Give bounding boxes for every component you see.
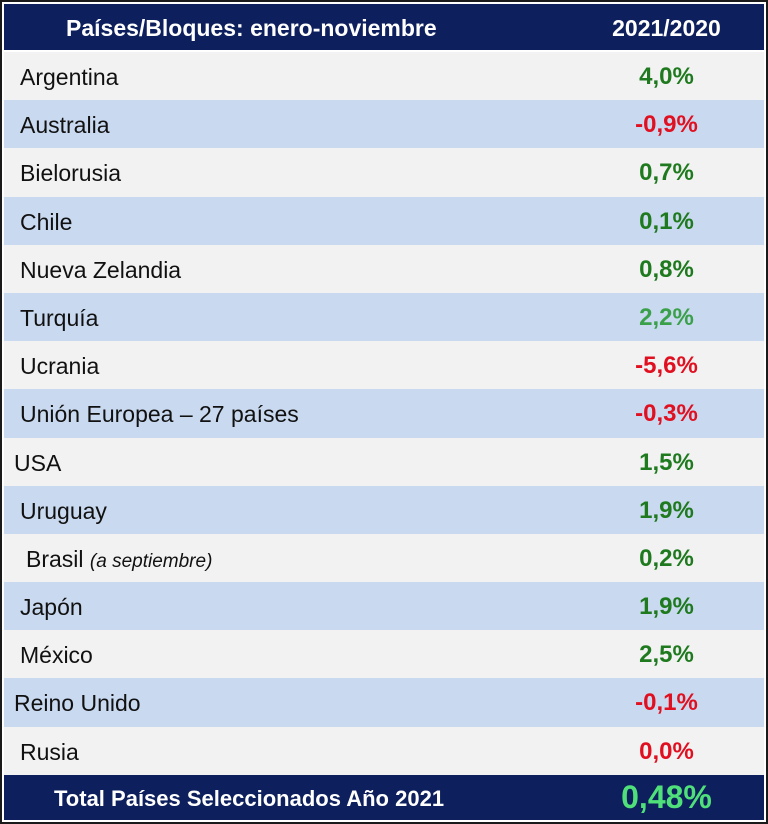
change-value: -0,9% (635, 111, 698, 139)
country-label: Bielorusia (20, 160, 121, 187)
change-value: 0,7% (639, 159, 694, 187)
table-row: Ucrania -5,6% (4, 341, 764, 390)
change-value: 2,2% (639, 303, 694, 331)
total-label: Total Países Seleccionados Año 2021 (54, 786, 445, 811)
country-label: Chile (20, 208, 73, 235)
table-row: México 2,5% (4, 630, 764, 679)
country-name: México (20, 642, 93, 669)
country-label: Brasil (26, 545, 84, 572)
country-name: USA (14, 450, 61, 477)
table-total-row: Total Países Seleccionados Año 2021 0,48… (4, 775, 764, 820)
change-value: 1,9% (639, 593, 694, 621)
country-label: Ucrania (20, 353, 100, 380)
table-body: Argentina 4,0% Australia -0,9% Bielorusia 0,7… (4, 52, 764, 775)
table-row: Turquía 2,2% (4, 292, 764, 342)
country-name: Bielorusia (20, 160, 121, 187)
country-name: Turquía (20, 305, 98, 332)
change-value: 0,0% (639, 737, 694, 765)
country-label: USA (14, 449, 62, 476)
country-label: Reino Unido (14, 690, 141, 717)
country-name: Ucrania (20, 353, 99, 380)
change-value: 1,5% (639, 448, 694, 476)
country-label: Japón (20, 594, 83, 621)
country-name: Nueva Zelandia (20, 257, 181, 284)
table-row: Rusia 0,0% (4, 726, 764, 775)
column-header-change: 2021/2020 (612, 15, 721, 41)
table-row: Japón 1,9% (4, 582, 764, 631)
table-header: Países/Bloques: enero-noviembre 2021/202… (4, 4, 764, 50)
country-name: Uruguay (20, 498, 107, 525)
change-value: 4,0% (639, 63, 694, 90)
change-value: 1,9% (639, 496, 694, 524)
table-row: USA 1,5% (4, 437, 764, 486)
column-header-countries: Países/Bloques: enero-noviembre (66, 15, 437, 41)
country-label: Nueva Zelandia (20, 256, 182, 283)
change-value: 0,8% (639, 255, 694, 283)
total-value: 0,48% (621, 779, 712, 815)
change-value: 0,2% (639, 544, 694, 572)
country-name: Argentina (20, 64, 118, 91)
table-row: Reino Unido -0,1% (4, 678, 764, 727)
country-name: Brasil (a septiembre) (26, 546, 212, 573)
country-label: Turquía (20, 304, 99, 331)
change-value: -0,3% (635, 400, 698, 428)
country-name: Reino Unido (14, 690, 141, 717)
country-label: Unión Europea – 27 países (20, 401, 299, 428)
table-row: Chile 0,1% (4, 196, 764, 245)
country-name: Chile (20, 209, 72, 236)
table-row: Australia -0,9% (4, 100, 764, 149)
table-row: Unión Europea – 27 países -0,3% (4, 389, 764, 438)
country-label: Rusia (20, 738, 79, 765)
table-row: Brasil (a septiembre) 0,2% (4, 533, 764, 583)
table-row: Bielorusia 0,7% (4, 148, 764, 197)
country-name: Rusia (20, 739, 79, 766)
table-row: Uruguay 1,9% (4, 485, 764, 534)
country-name: Australia (20, 112, 109, 139)
table-row: Argentina 4,0% (4, 52, 764, 101)
change-value: -0,1% (635, 689, 698, 717)
country-label: Uruguay (20, 497, 107, 524)
change-value: -5,6% (635, 352, 698, 380)
change-value: 0,1% (639, 207, 694, 235)
country-name: Unión Europea – 27 países (20, 401, 299, 428)
country-name: Japón (20, 594, 83, 621)
country-label: Argentina (20, 64, 119, 90)
country-label: Australia (20, 112, 110, 139)
table-row: Nueva Zelandia 0,8% (4, 244, 764, 293)
change-value: 2,5% (639, 641, 694, 669)
country-label: México (20, 642, 93, 669)
country-note: (a septiembre) (89, 550, 213, 572)
